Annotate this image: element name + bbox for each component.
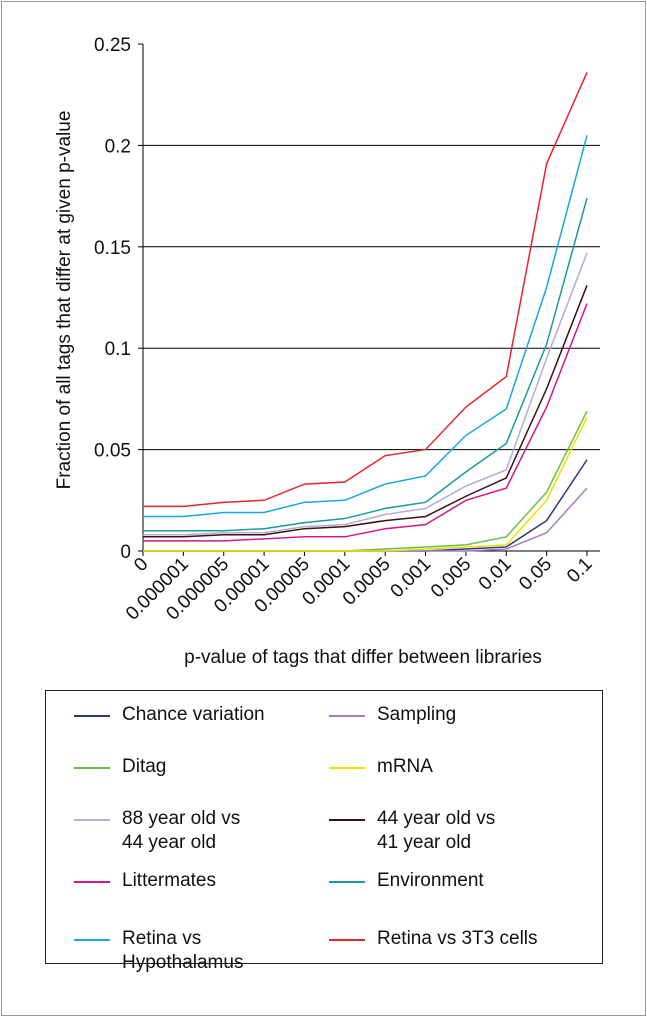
legend-label: Environment (377, 870, 484, 891)
legend-label: Ditag (122, 756, 167, 777)
series-line (143, 416, 588, 552)
y-tick-label: 0.1 (105, 339, 131, 360)
legend-item: Ditag (74, 755, 329, 807)
series-line (143, 135, 588, 518)
y-tick-label: 0 (120, 542, 131, 563)
legend-item: mRNA (329, 755, 619, 807)
y-tick-label: 0.25 (94, 35, 131, 56)
legend-item: 88 year old vs 44 year old (74, 807, 329, 869)
legend-item: Environment (329, 869, 619, 927)
series-line (143, 252, 588, 536)
legend-swatch (74, 939, 110, 941)
legend-swatch (329, 767, 365, 769)
legend-item: Retina vs 3T3 cells (329, 927, 619, 989)
legend: Chance variation Sampling Ditag mRNA 88 year… (45, 690, 603, 973)
legend-swatch (329, 939, 365, 941)
x-axis-label: p-value of tags that differ between libr… (184, 647, 542, 668)
y-tick-label: 0.15 (94, 238, 131, 259)
legend-label: Chance variation (122, 704, 265, 725)
legend-item: 44 year old vs 41 year old (329, 807, 619, 869)
legend-label: Retina vs Hypothalamus (122, 928, 244, 973)
legend-label: mRNA (377, 756, 433, 777)
legend-item: Chance variation (74, 703, 329, 755)
legend-swatch (74, 881, 110, 883)
legend-swatch (329, 715, 365, 717)
legend-label: Littermates (122, 870, 216, 891)
legend-label: Retina vs 3T3 cells (377, 928, 538, 949)
legend-label: Sampling (377, 704, 457, 725)
y-axis-label: Fraction of all tags that differ at give… (54, 111, 75, 490)
legend-swatch (329, 819, 365, 821)
y-tick-label: 0.2 (105, 136, 131, 157)
legend-swatch (74, 819, 110, 821)
legend-swatch (74, 715, 110, 717)
series-line (143, 285, 588, 538)
y-tick-label: 0.05 (94, 441, 131, 462)
legend-item: Littermates (74, 869, 329, 927)
legend-swatch (74, 767, 110, 769)
series-line (143, 72, 588, 508)
series-line (143, 303, 588, 542)
legend-item: Retina vs Hypothalamus (74, 927, 329, 989)
legend-label: 88 year old vs 44 year old (122, 808, 241, 853)
legend-swatch (329, 881, 365, 883)
legend-item: Sampling (329, 703, 619, 755)
legend-label: 44 year old vs 41 year old (377, 808, 496, 853)
series-line (143, 197, 588, 532)
